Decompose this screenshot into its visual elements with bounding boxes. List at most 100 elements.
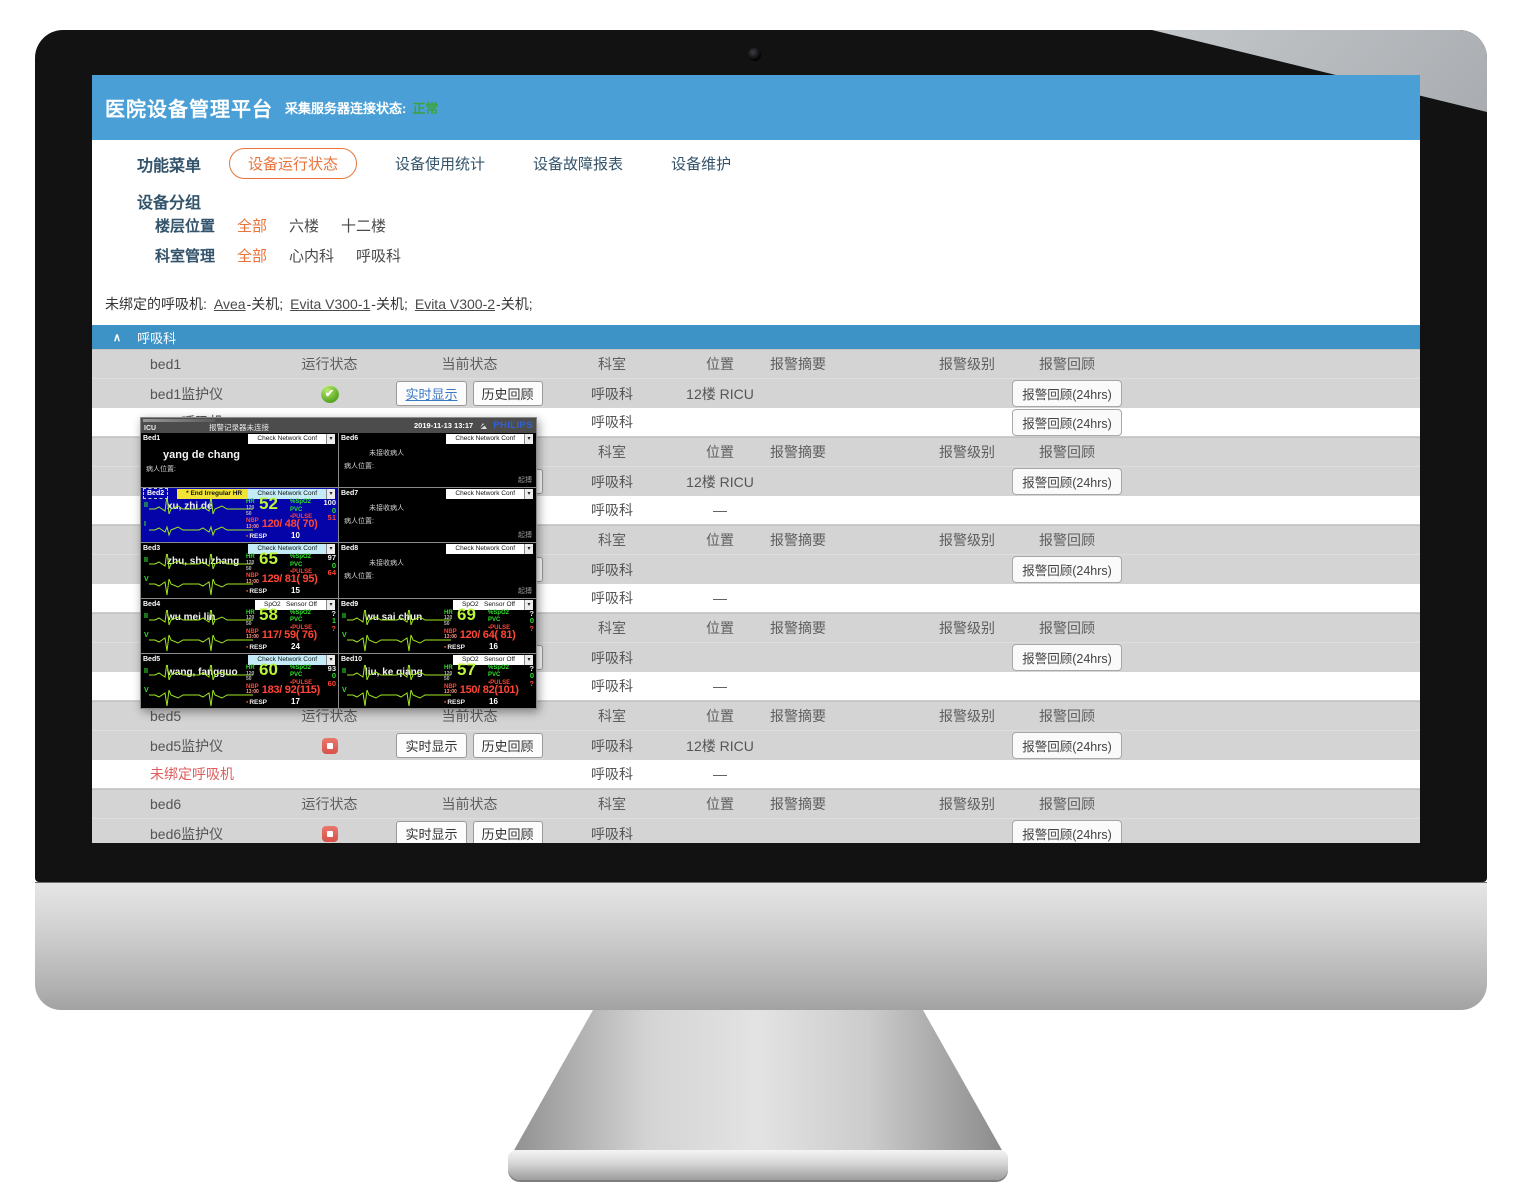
nbp-value: 129/ 81( 95) xyxy=(261,573,318,586)
monitor-bed-cell: Bed7 Check Network Conf ▾ 未接收病人 病人位置: 起搏 xyxy=(339,488,536,543)
bed-menu-button[interactable]: Check Network Conf ▾ xyxy=(248,544,335,555)
device-label: bed5监护仪 xyxy=(150,737,224,754)
history-review-button[interactable]: 历史回顾 xyxy=(472,381,543,406)
bed-id-label: Bed8 xyxy=(341,545,359,553)
patient-location-label: 病人位置: xyxy=(344,518,374,526)
bed-label: bed6 xyxy=(150,796,182,812)
alarm-review-24h-button[interactable]: 报警回顾(24hrs) xyxy=(1012,820,1122,843)
lead-label: V xyxy=(342,631,347,639)
ecg-waveform xyxy=(347,664,451,706)
current-status-cell: 实时显示历史回顾 xyxy=(387,733,552,758)
section-header-respiratory[interactable]: ∧ 呼吸科 xyxy=(92,325,1420,349)
resp-value: 17 xyxy=(291,696,300,706)
unbound-ventilators-line: 未绑定的呼吸机: Avea-关机; Evita V300-1-关机; Evita V3… xyxy=(105,294,1420,312)
dept-cell: 呼吸科 xyxy=(591,825,633,842)
filter-dept-cardiology[interactable]: 心内科 xyxy=(289,248,335,265)
collapse-icon[interactable]: ∧ xyxy=(113,331,122,344)
alarm-review-24h-button[interactable]: 报警回顾(24hrs) xyxy=(1012,468,1122,495)
location-cell: — xyxy=(713,678,727,694)
history-review-button[interactable]: 历史回顾 xyxy=(472,733,543,758)
bed-menu-button[interactable]: SpO2 Sensor Off ▾ xyxy=(453,599,533,610)
patient-location-label: 病人位置: xyxy=(344,463,374,470)
bed-menu-button[interactable]: SpO2 Sensor Off ▾ xyxy=(453,654,533,665)
monitor-device-row: bed1监护仪 ✔ 实时显示 历史回顾 呼吸科 12楼 RICU 报警回顾(24hrs) xyxy=(92,379,1420,408)
hr-value: 58 xyxy=(259,604,278,624)
alarm-review-cell: 报警回顾(24hrs) xyxy=(1012,644,1122,671)
monitor-device-row: bed5监护仪 实时显示 历史回顾 呼吸科 12楼 RICU 报警回顾(24hrs) xyxy=(92,731,1420,760)
spo2-row: %SpO2 97 xyxy=(290,553,336,563)
ecg-waveform xyxy=(149,554,253,596)
ventilator-link-evita1[interactable]: Evita V300-1 xyxy=(290,296,371,312)
alarm-review-24h-button[interactable]: 报警回顾(24hrs) xyxy=(1012,732,1122,759)
bed-menu-button[interactable]: SpO2 Sensor Off ▾ xyxy=(255,599,335,610)
bed-cell-header: Bed6 Check Network Conf ▾ xyxy=(339,433,536,444)
dropdown-arrow-icon: ▾ xyxy=(524,544,533,555)
dropdown-arrow-icon: ▾ xyxy=(326,654,335,665)
tab-device-fault-report[interactable]: 设备故障报表 xyxy=(533,156,624,173)
tab-device-usage-stats[interactable]: 设备使用统计 xyxy=(395,156,486,173)
pacing-label: 起搏 xyxy=(518,532,532,540)
alarm-review-24h-button[interactable]: 报警回顾(24hrs) xyxy=(1012,380,1122,407)
bed-menu-button[interactable]: Check Network Conf ▾ xyxy=(446,544,533,555)
col-dept: 科室 xyxy=(598,796,626,812)
resp-block: ▪RESP 10 xyxy=(246,531,300,541)
app-title: 医院设备管理平台 xyxy=(105,99,273,121)
ecg-waveform xyxy=(149,609,253,651)
alarm-review-24h-button[interactable]: 报警回顾(24hrs) xyxy=(1012,556,1122,583)
col-alarm-summary: 报警摘要 xyxy=(770,356,826,372)
hr-value: 52 xyxy=(259,494,278,514)
lead-label: V xyxy=(342,686,347,694)
ventilator-link-avea[interactable]: Avea xyxy=(213,296,246,312)
lead-label: II xyxy=(342,667,346,675)
bed-menu-button[interactable]: Check Network Conf ▾ xyxy=(248,434,335,444)
hr-value: 69 xyxy=(457,604,476,624)
monitor-bed-cell: Bed9 SpO2 Sensor Off ▾ wu sai chun II V HR 120 5… xyxy=(339,598,536,653)
bed-menu-button[interactable]: Check Network Conf ▾ xyxy=(248,654,335,665)
server-status-label: 采集服务器连接状态: xyxy=(285,101,407,116)
col-alarm-level: 报警级别 xyxy=(939,796,995,812)
alarm-review-cell: 报警回顾(24hrs) xyxy=(1012,556,1122,583)
realtime-display-button[interactable]: 实时显示 xyxy=(396,733,467,758)
tab-device-run-status[interactable]: 设备运行状态 xyxy=(229,148,358,179)
unbound-prefix: 未绑定的呼吸机: xyxy=(105,296,207,312)
tab-device-maintenance[interactable]: 设备维护 xyxy=(671,156,732,173)
alarm-review-24h-button[interactable]: 报警回顾(24hrs) xyxy=(1012,408,1122,436)
location-cell: — xyxy=(713,590,727,606)
col-alarm-review: 报警回顾 xyxy=(1039,708,1095,724)
bed-cell-header: Bed2 * End Irregular HR Check Network Conf… xyxy=(141,488,338,500)
bed-id-label: Bed7 xyxy=(341,490,359,498)
bed-menu-button[interactable]: Check Network Conf ▾ xyxy=(446,434,533,444)
filter-floor-12f[interactable]: 十二楼 xyxy=(341,218,387,235)
bed-label: bed5 xyxy=(150,708,182,724)
pvc-row: PVC 1 xyxy=(290,616,336,626)
realtime-display-button[interactable]: 实时显示 xyxy=(396,381,467,406)
col-alarm-summary: 报警摘要 xyxy=(770,796,826,812)
spot-values: %SpO2? PVC 1 ▪PULSE? xyxy=(290,610,336,633)
col-alarm-summary: 报警摘要 xyxy=(770,532,826,548)
alarm-review-24h-button[interactable]: 报警回顾(24hrs) xyxy=(1012,644,1122,671)
device-label: bed6监护仪 xyxy=(150,825,224,842)
filter-dept-all[interactable]: 全部 xyxy=(237,248,268,265)
bed-cell-header: Bed3 Check Network Conf ▾ xyxy=(141,543,338,555)
bed-menu-button-label: Check Network Conf xyxy=(248,654,326,665)
lead-label: I xyxy=(144,521,146,529)
bed-menu-button[interactable]: Check Network Conf ▾ xyxy=(446,489,533,500)
bed-menu-button[interactable]: Check Network Conf ▾ xyxy=(248,489,335,500)
patient-location-label: 病人位置: xyxy=(146,466,176,473)
resp-value: 10 xyxy=(291,531,300,541)
filter-floor-6f[interactable]: 六楼 xyxy=(289,218,320,235)
filter-dept-respiratory[interactable]: 呼吸科 xyxy=(356,248,402,265)
col-alarm-summary: 报警摘要 xyxy=(770,708,826,724)
history-review-button[interactable]: 历史回顾 xyxy=(472,821,543,843)
filter-floor-all[interactable]: 全部 xyxy=(237,218,268,235)
hr-label-block: HR 120 50 xyxy=(246,554,255,573)
hr-value: 57 xyxy=(457,659,476,679)
nbp-block: NBP 13:00 120/ 48( 70) xyxy=(246,518,318,531)
lead-label: II xyxy=(144,667,148,675)
dept-cell: 呼吸科 xyxy=(591,502,633,518)
ventilator-link-evita2[interactable]: Evita V300-2 xyxy=(414,296,496,312)
lead-label: II xyxy=(144,612,148,620)
pulse-row: ▪PULSE 64 xyxy=(290,568,336,578)
realtime-display-button[interactable]: 实时显示 xyxy=(396,821,467,843)
resp-block: ▪RESP 16 xyxy=(444,641,498,651)
